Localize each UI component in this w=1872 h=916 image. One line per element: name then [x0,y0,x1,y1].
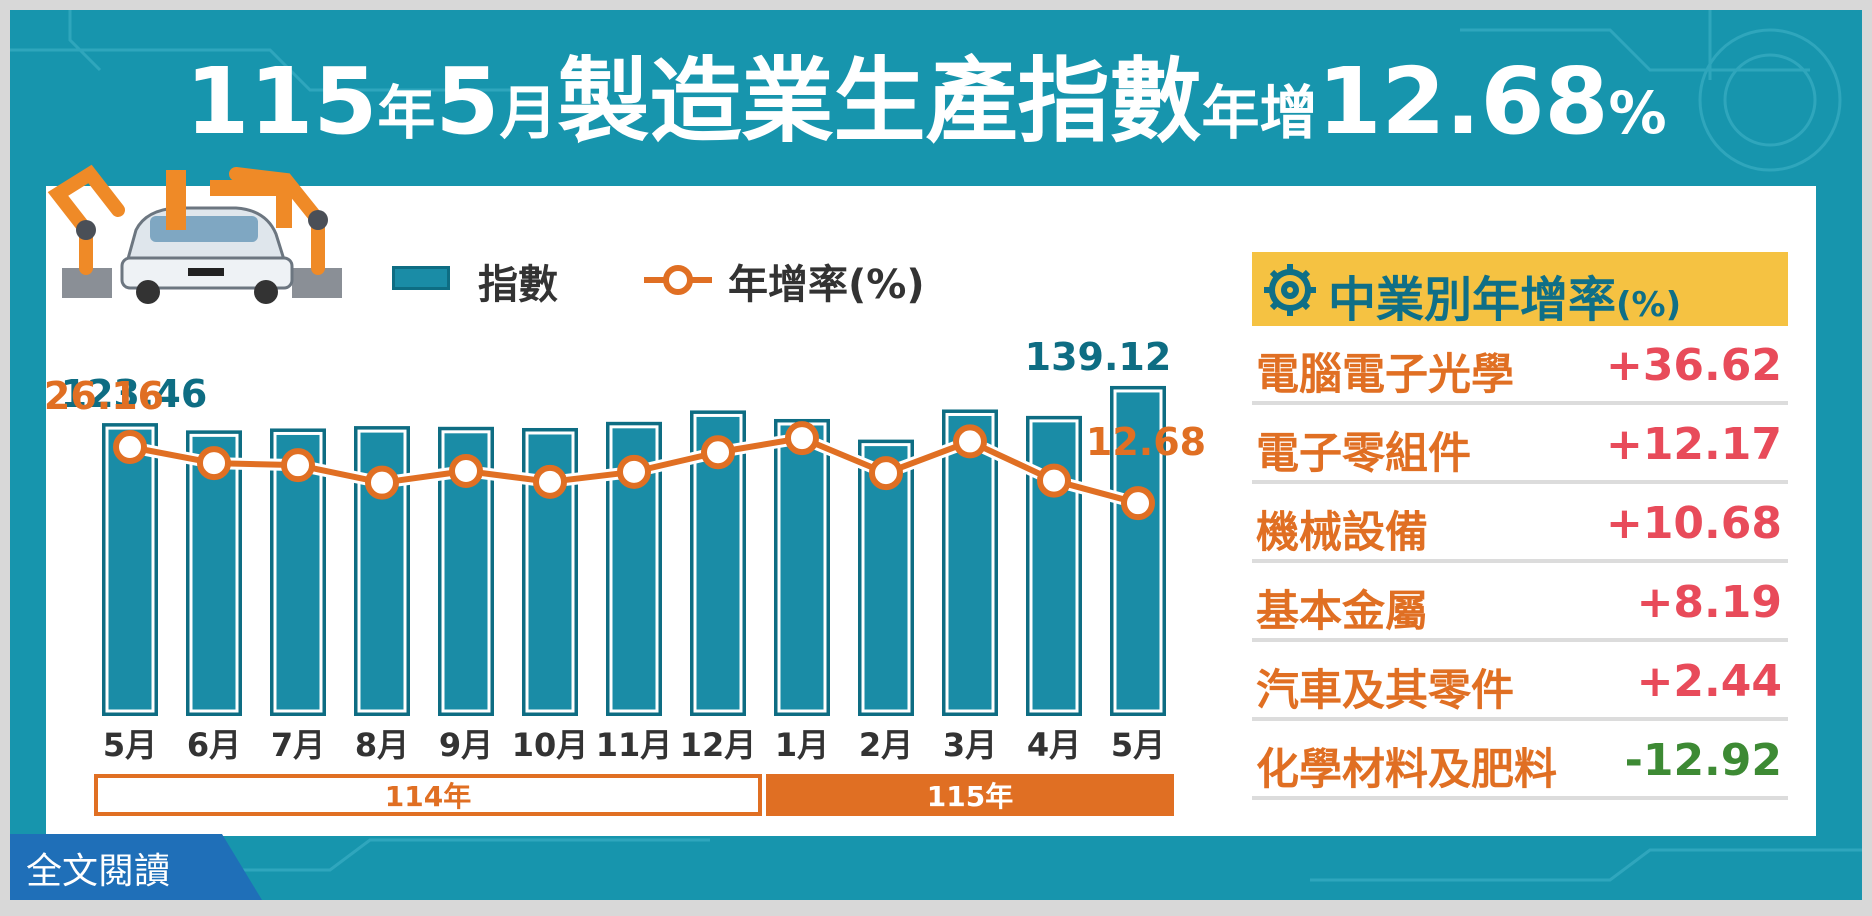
industry-value: -12.92 [1624,735,1782,786]
industry-heading: 中業別年增率(%) [1328,260,1681,330]
x-tick-label: 4月 [1027,726,1081,764]
robot-arm-right-icon [229,167,342,298]
rate-point [113,430,147,464]
x-tick-label: 10月 [512,726,589,764]
rate-point [785,421,819,456]
rate-point [869,456,903,491]
industry-heading-text: 中業別年增率 [1328,272,1617,328]
year-band-label: 114年 [385,780,471,813]
year-band-label: 115年 [927,780,1013,813]
industry-name: 電子零組件 [1256,429,1471,479]
industry-name: 汽車及其零件 [1256,666,1514,716]
index-bar-inner [777,422,827,713]
rate-point [365,465,399,500]
page-title: 115年5月製造業生產指數年增12.68% [0,56,1852,148]
rate-point [701,435,735,470]
x-tick-label: 5月 [1111,726,1165,764]
industry-row: 基本金屬 +8.19 [1252,563,1788,642]
x-tick-label: 11月 [596,726,673,764]
industry-name: 機械設備 [1256,508,1428,558]
industry-header: 中業別年增率(%) [1252,252,1788,328]
rate-point [281,448,315,483]
industry-growth-panel: 中業別年增率(%) 電腦電子光學 +36.62 電子零組件 +12.17 機械設備 +10… [1252,252,1788,800]
rate-point [617,454,651,489]
title-month-unit: 月 [499,79,558,147]
title-subject: 製造業生產指數 [557,48,1202,155]
bar-label-first: 123.46 [61,372,208,416]
industry-row: 電腦電子光學 +36.62 [1252,326,1788,405]
industry-value: +36.62 [1605,340,1782,391]
legend-index-swatch [392,266,450,290]
title-month: 5 [435,48,500,155]
title-percent: % [1608,79,1667,147]
industry-row: 化學材料及肥料 -12.92 [1252,721,1788,800]
industry-name: 化學材料及肥料 [1256,745,1557,795]
industry-value: +8.19 [1636,577,1782,628]
x-tick-label: 5月 [103,726,157,764]
year-band-segment [766,774,1174,816]
x-tick-label: 12月 [680,726,757,764]
legend-rate-swatch [644,265,712,295]
robot-arm-left-icon [47,164,125,298]
x-tick-label: 1月 [775,726,829,764]
title-growth-value: 12.68 [1317,48,1609,155]
rate-line [113,421,1155,521]
x-tick-label: 6月 [187,726,241,764]
industry-row: 機械設備 +10.68 [1252,484,1788,563]
index-bar-inner [189,433,239,713]
read-more-button[interactable] [10,834,262,900]
index-bar-inner [1113,389,1163,713]
data-labels: 123.46 139.12 26.16 12.68 [46,335,1206,464]
industry-value: +12.17 [1605,419,1782,470]
title-year-unit: 年 [377,79,436,147]
title-year: 115 [185,48,378,155]
legend-rate-label: 年增率(%) [728,262,925,308]
industry-name: 基本金屬 [1256,587,1428,637]
rate-point [1037,463,1071,498]
legend-index-label: 指數 [478,262,558,308]
x-tick-label: 3月 [943,726,997,764]
rate-point [449,454,483,488]
rate-label-last: 12.68 [1086,420,1206,464]
industry-heading-unit: (%) [1616,285,1682,325]
bars [102,385,1166,716]
gear-icon [1264,264,1316,316]
industry-list: 電腦電子光學 +36.62 電子零組件 +12.17 機械設備 +10.68 基本金屬 +8.… [1252,326,1788,800]
x-tick-label: 9月 [439,726,493,764]
x-tick-labels: 5月 6月 7月 8月 9月 10月 11月 12月 1月 2月 3月 4月 5月 [103,726,1165,764]
bar-label-last: 139.12 [1025,335,1172,379]
index-bar-inner [945,412,995,713]
rate-point [197,446,231,481]
read-more-label[interactable]: 全文閱讀 [26,851,171,892]
industry-name: 電腦電子光學 [1256,350,1514,400]
rate-point [953,424,987,459]
industry-row: 汽車及其零件 +2.44 [1252,642,1788,721]
year-band-segment [94,774,762,816]
rate-point [1121,486,1155,521]
industry-row: 電子零組件 +12.17 [1252,405,1788,484]
x-tick-label: 2月 [859,726,913,764]
x-tick-label: 8月 [355,726,409,764]
year-band: 114年 115年 [94,774,1174,816]
rate-label-first: 26.16 [46,374,164,418]
rate-point [533,464,567,499]
robot-arm-back-icon [166,170,292,230]
factory-robot-illustration [47,164,342,304]
industry-value: +2.44 [1636,656,1782,707]
x-tick-label: 7月 [271,726,325,764]
industry-value: +10.68 [1605,498,1782,549]
index-bar-inner [105,426,155,713]
index-bar-inner [861,443,911,713]
title-growth-label: 年增 [1201,79,1318,147]
